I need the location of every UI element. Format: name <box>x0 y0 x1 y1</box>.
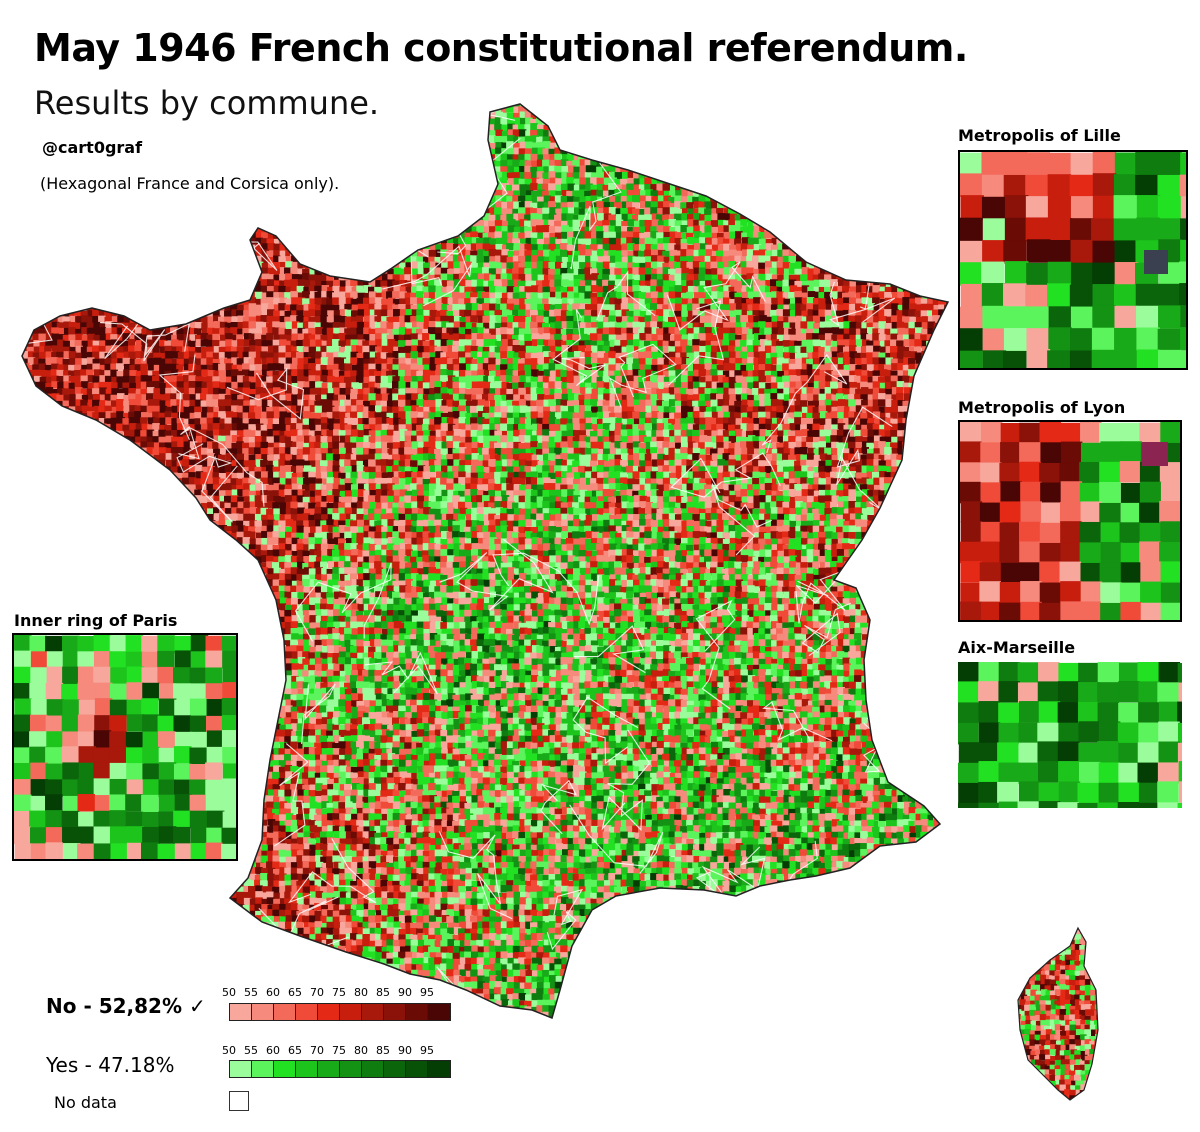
legend-yes-ticks: 50 55 60 65 70 75 80 85 90 95 <box>222 1044 442 1057</box>
legend-tick: 80 <box>354 986 376 999</box>
legend-no-label: No - 52,82% ✓ <box>46 994 206 1018</box>
legend-nodata-swatch <box>229 1091 249 1111</box>
legend-yes-swatch <box>340 1061 362 1077</box>
inset-title-paris: Inner ring of Paris <box>14 611 177 630</box>
inset-title-marseille: Aix-Marseille <box>958 638 1075 657</box>
legend-no-swatch <box>296 1004 318 1020</box>
legend-tick: 55 <box>244 1044 266 1057</box>
legend-tick: 85 <box>376 986 398 999</box>
legend-tick: 80 <box>354 1044 376 1057</box>
legend-no-ticks: 50 55 60 65 70 75 80 85 90 95 <box>222 986 442 999</box>
inset-title-lille: Metropolis of Lille <box>958 126 1121 145</box>
legend-yes-scale <box>229 1060 451 1078</box>
legend-tick: 70 <box>310 986 332 999</box>
legend-yes-swatch <box>406 1061 428 1077</box>
inset-lyon <box>958 420 1182 622</box>
legend-no-swatch <box>230 1004 252 1020</box>
legend-no-swatch <box>252 1004 274 1020</box>
legend-tick: 70 <box>310 1044 332 1057</box>
legend-yes-swatch <box>362 1061 384 1077</box>
legend-tick: 95 <box>420 1044 442 1057</box>
legend-tick: 90 <box>398 986 420 999</box>
legend-yes-swatch <box>428 1061 450 1077</box>
legend-tick: 75 <box>332 1044 354 1057</box>
coverage-note: (Hexagonal France and Corsica only). <box>40 174 339 193</box>
legend-tick: 50 <box>222 986 244 999</box>
legend-no-swatch <box>406 1004 428 1020</box>
commune-results-mainland <box>22 104 948 1018</box>
legend-no-scale <box>229 1003 451 1021</box>
legend-no-swatch <box>384 1004 406 1020</box>
inset-lille <box>958 150 1188 370</box>
legend-no-swatch <box>340 1004 362 1020</box>
legend-tick: 75 <box>332 986 354 999</box>
legend-no-swatch <box>362 1004 384 1020</box>
legend-nodata-label: No data <box>54 1093 117 1112</box>
legend-no-swatch <box>318 1004 340 1020</box>
legend-no-swatch <box>274 1004 296 1020</box>
inset-paris <box>12 633 238 861</box>
map-title: May 1946 French constitutional referendu… <box>34 26 968 70</box>
inset-title-lyon: Metropolis of Lyon <box>958 398 1125 417</box>
legend-tick: 65 <box>288 1044 310 1057</box>
inset-marseille <box>958 662 1182 808</box>
legend-tick: 50 <box>222 1044 244 1057</box>
legend-tick: 95 <box>420 986 442 999</box>
legend-tick: 55 <box>244 986 266 999</box>
legend-no-swatch <box>428 1004 450 1020</box>
legend-tick: 60 <box>266 986 288 999</box>
legend-tick: 60 <box>266 1044 288 1057</box>
legend-tick: 85 <box>376 1044 398 1057</box>
legend-yes-swatch <box>296 1061 318 1077</box>
legend-yes-swatch <box>252 1061 274 1077</box>
legend-tick: 90 <box>398 1044 420 1057</box>
legend-yes-label: Yes - 47.18% <box>46 1053 174 1077</box>
map-subtitle: Results by commune. <box>34 84 379 122</box>
department-borders <box>22 104 948 1018</box>
legend-yes-swatch <box>230 1061 252 1077</box>
legend-yes-swatch <box>274 1061 296 1077</box>
author-credit: @cart0graf <box>42 138 142 157</box>
legend-yes-swatch <box>384 1061 406 1077</box>
commune-results-corsica <box>1018 928 1098 1100</box>
legend-yes-swatch <box>318 1061 340 1077</box>
legend-tick: 65 <box>288 986 310 999</box>
